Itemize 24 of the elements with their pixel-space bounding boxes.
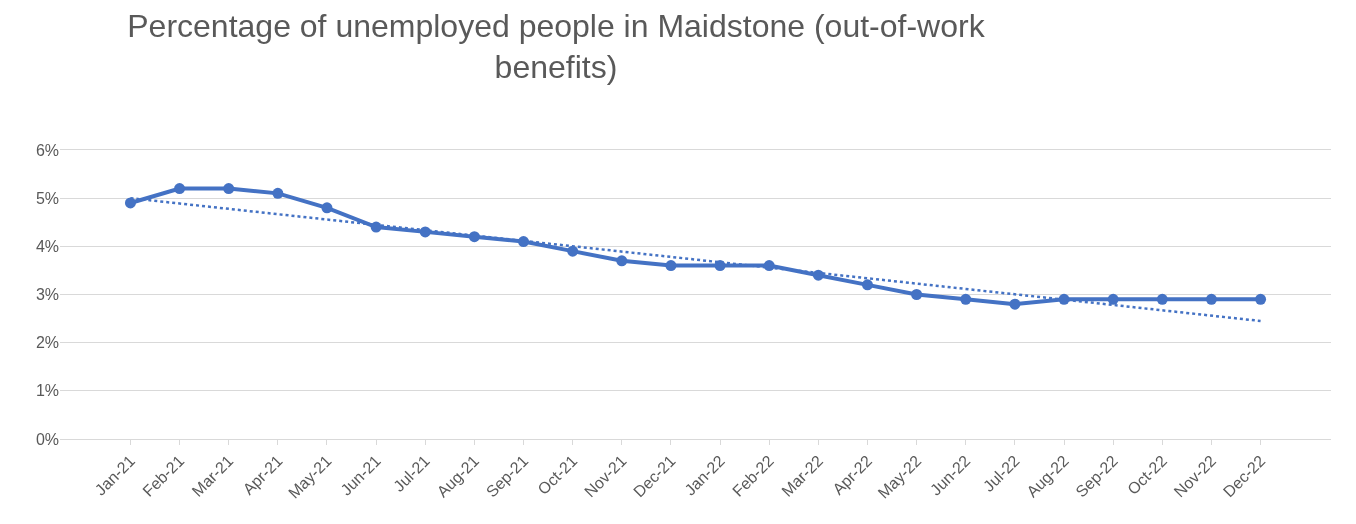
- y-tick-label: 1%: [35, 382, 59, 400]
- point: [1107, 293, 1119, 305]
- point: [124, 197, 136, 209]
- point: [1205, 293, 1217, 305]
- y-tick-label: 6%: [35, 141, 59, 159]
- point: [1156, 293, 1168, 305]
- y-tick-label: 4%: [35, 237, 59, 255]
- y-tick-label: 3%: [35, 286, 59, 304]
- chart-title: Percentage of unemployed people in Maidstone (out-of-work benefits): [127, 7, 986, 86]
- point: [1255, 293, 1267, 305]
- point: [665, 260, 677, 272]
- point: [1009, 298, 1021, 310]
- point: [567, 245, 579, 257]
- y-tick-label: 0%: [35, 430, 59, 448]
- point: [911, 289, 923, 300]
- point: [223, 183, 235, 195]
- point: [321, 202, 333, 214]
- y-tick-label: 2%: [35, 334, 59, 352]
- point: [272, 187, 284, 199]
- point: [861, 279, 873, 291]
- y-tick-label: 5%: [35, 189, 59, 207]
- point: [616, 255, 628, 267]
- point: [960, 293, 972, 305]
- point: [174, 183, 186, 195]
